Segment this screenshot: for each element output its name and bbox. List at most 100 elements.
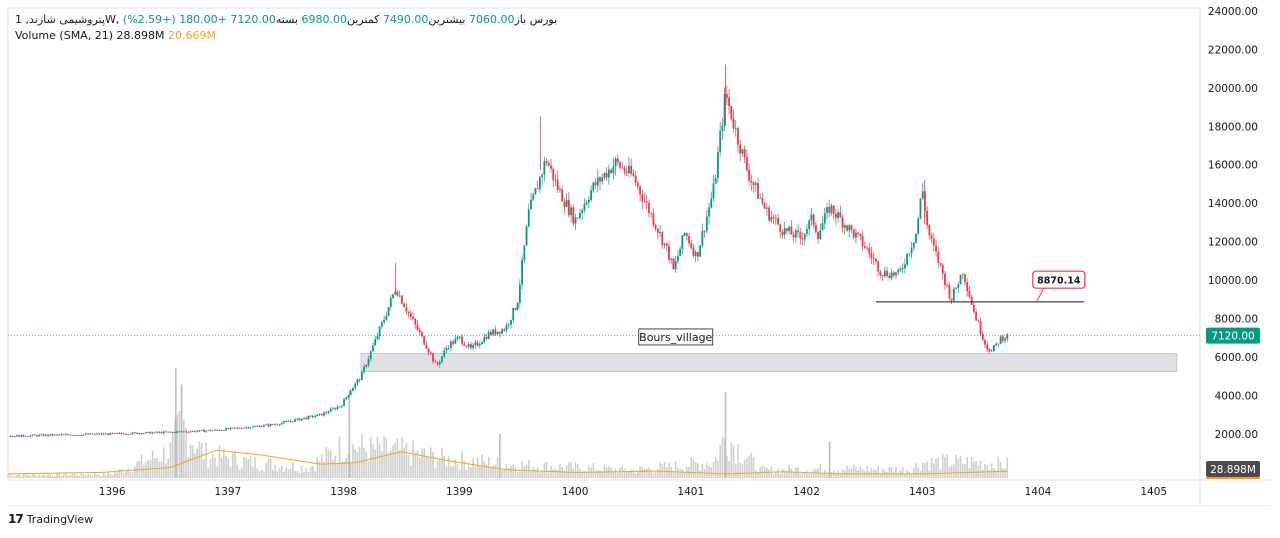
volume-bar: [134, 466, 136, 478]
candle-body: [454, 338, 457, 344]
candle-body: [979, 321, 982, 334]
volume-bar: [336, 463, 339, 478]
candle-body: [16, 435, 18, 437]
candle-body: [343, 399, 345, 407]
candle-body: [559, 189, 561, 191]
candle-body: [783, 228, 786, 235]
candle-body: [674, 261, 677, 270]
volume-bar: [775, 471, 777, 478]
volume-bar: [706, 463, 708, 478]
candle-body: [53, 434, 56, 436]
volume-bar: [407, 454, 410, 478]
candle-body: [539, 177, 541, 190]
symbol-name[interactable]: پتروشیمی شازند, 1W, بورس: [15, 13, 558, 26]
volume-bar: [13, 475, 16, 478]
candle-body: [214, 429, 216, 431]
candle-body: [823, 213, 826, 224]
candle-body: [599, 177, 601, 182]
volume-label[interactable]: Volume: [15, 29, 56, 42]
candle-body: [645, 201, 648, 203]
candle-body: [908, 253, 911, 255]
candle-body: [986, 344, 989, 350]
candle-body: [378, 326, 381, 337]
volume-bar: [739, 462, 742, 478]
candle-body: [278, 424, 281, 426]
candle-body: [243, 427, 245, 429]
volume-bar: [950, 465, 953, 478]
volume-bar: [423, 448, 425, 478]
candle-body: [652, 213, 655, 225]
volume-bar: [828, 441, 831, 478]
volume-bar: [374, 449, 377, 478]
candle-body: [861, 236, 864, 247]
candle-body: [67, 434, 69, 436]
candle-body: [89, 433, 92, 435]
candle-body: [639, 186, 641, 195]
volume-bar: [724, 392, 727, 478]
volume-bar: [930, 457, 933, 478]
candle-body: [850, 225, 853, 230]
volume-legend: Volume (SMA, 21) 28.898M 20.669M: [15, 29, 216, 42]
volume-bar: [879, 473, 882, 478]
volume-bar: [276, 471, 279, 478]
candle-body: [961, 274, 964, 276]
candle-body: [492, 329, 495, 335]
candle-body: [251, 426, 254, 428]
volume-bar: [503, 469, 506, 478]
volume-bar: [545, 461, 548, 478]
volume-bar: [955, 454, 957, 478]
candle-body: [118, 432, 121, 434]
volume-bar: [378, 444, 381, 478]
volume-bar: [556, 470, 559, 478]
candle-body: [701, 230, 704, 246]
symbol-legend: پتروشیمی شازند, 1W, بورس باز7060.00 بیشت…: [15, 13, 557, 26]
candle-body: [641, 194, 644, 202]
volume-bar: [20, 476, 23, 478]
volume-bar: [510, 465, 512, 478]
volume-bar: [494, 464, 497, 478]
volume-bar: [904, 473, 906, 478]
volume-bar: [238, 469, 241, 478]
volume-bar: [323, 461, 325, 478]
candle-body: [672, 258, 675, 270]
volume-bar: [777, 468, 779, 478]
last-price-badge[interactable]: [1206, 327, 1260, 344]
callout-box[interactable]: [1032, 270, 1086, 289]
candle-body: [69, 434, 72, 436]
support-zone[interactable]: [360, 353, 1178, 372]
candle-body: [407, 311, 410, 314]
volume-bar: [890, 467, 893, 478]
volume-bar: [999, 462, 1002, 478]
volume-bar: [648, 467, 650, 478]
candle-body: [883, 270, 886, 277]
volume-bar: [855, 467, 857, 478]
volume-bar: [625, 471, 628, 478]
candle-body: [676, 255, 679, 262]
candle-body: [752, 182, 755, 185]
volume-bar: [832, 470, 835, 478]
volume-bar: [71, 473, 74, 478]
volume-bar: [772, 474, 775, 478]
volume-bar: [51, 475, 54, 478]
volume-bar: [757, 473, 759, 478]
volume-bar: [975, 461, 977, 478]
candle-body: [47, 434, 49, 436]
candle-body: [470, 344, 472, 348]
volume-bar: [677, 467, 679, 478]
candle-body: [610, 169, 613, 174]
volume-bar: [741, 464, 744, 478]
candle-body: [737, 128, 739, 145]
volume-bar: [643, 468, 646, 478]
volume-bar: [243, 456, 245, 478]
candle-body: [518, 284, 521, 303]
candle-body: [855, 232, 857, 238]
candle-body: [236, 427, 239, 429]
candle-body: [596, 177, 599, 186]
candle-body: [332, 408, 334, 410]
tradingview-footer[interactable]: 17 TradingView: [8, 512, 93, 526]
volume-bar: [910, 474, 913, 478]
volume-bar: [56, 472, 58, 478]
candle-body: [309, 415, 312, 417]
volume-badge[interactable]: [1206, 461, 1260, 477]
